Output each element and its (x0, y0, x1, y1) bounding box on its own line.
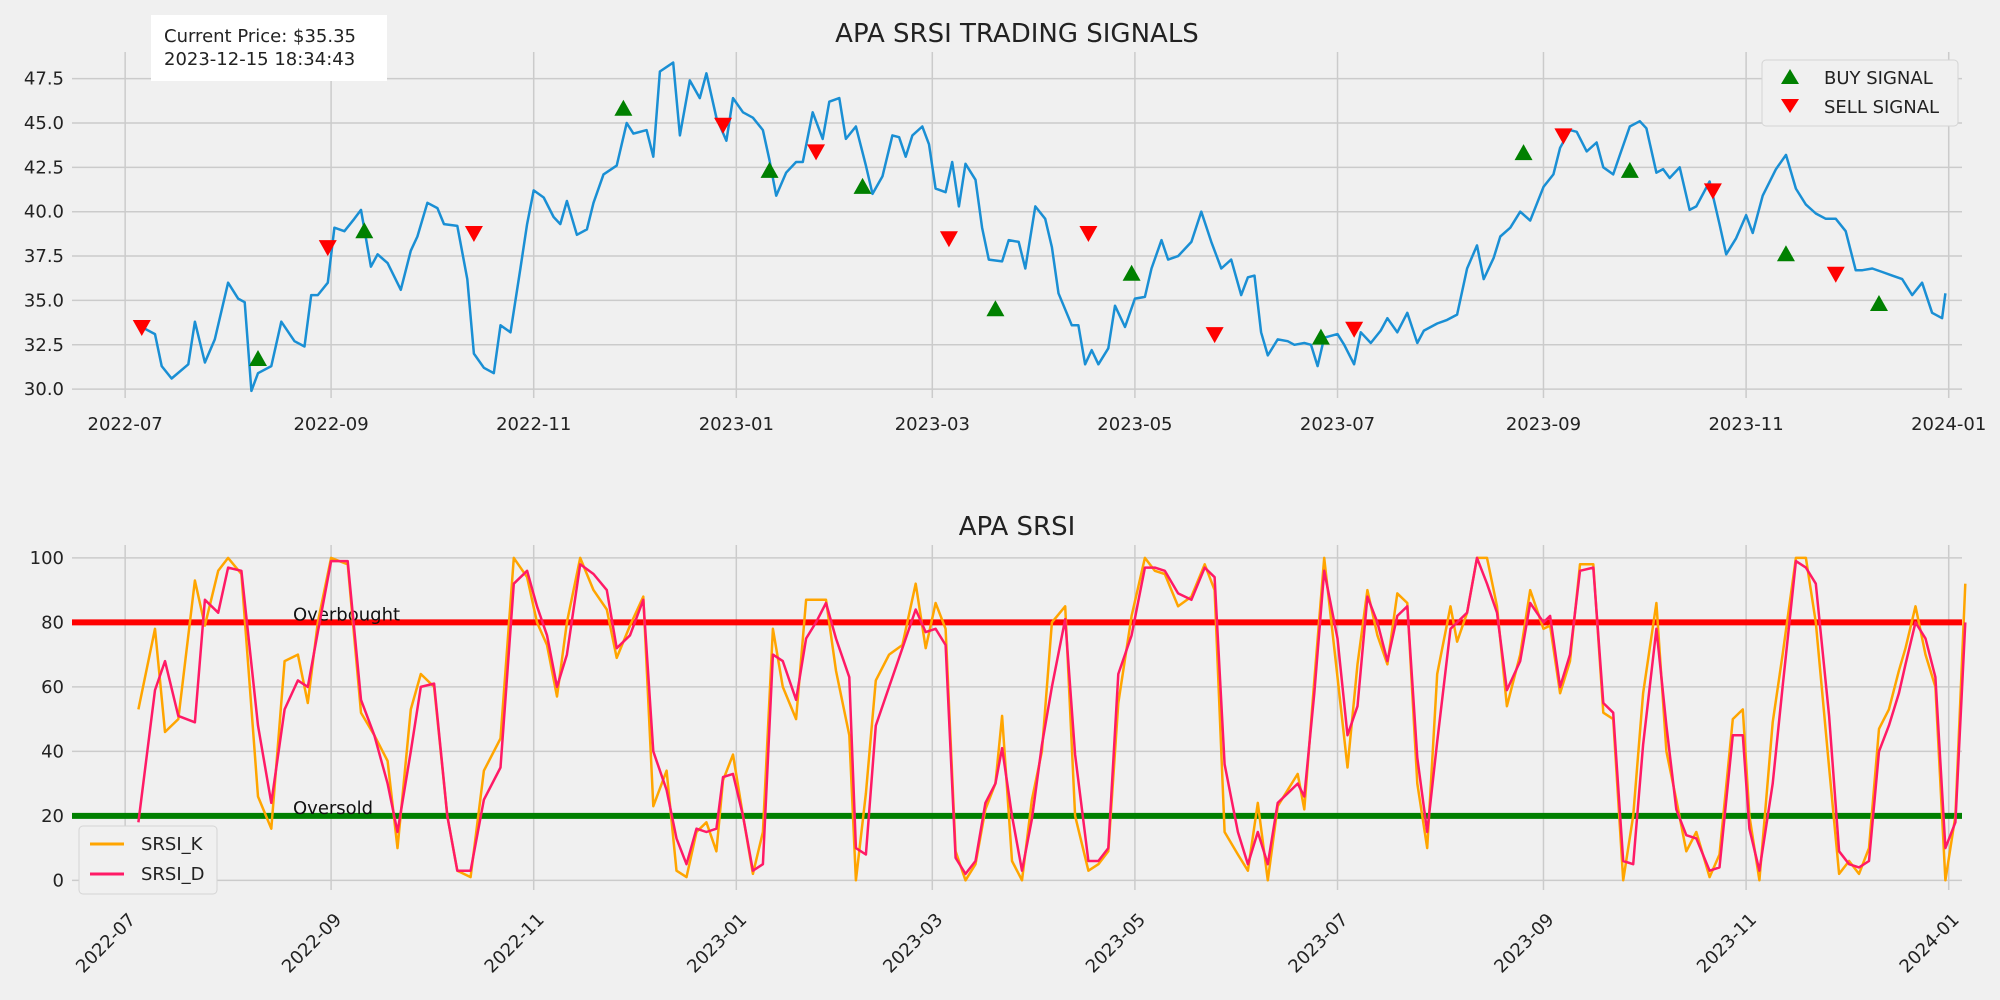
price-chart-title: APA SRSI TRADING SIGNALS (835, 19, 1199, 49)
buy-signal-marker (1776, 245, 1795, 262)
price-grid (72, 52, 1962, 398)
buy-signal-marker (614, 99, 633, 116)
buy-signal-marker (1311, 328, 1330, 345)
y-tick-label: 42.5 (24, 157, 64, 178)
buy-signal-marker (249, 349, 268, 366)
info-box: Current Price: $35.35 2023-12-15 18:34:4… (151, 15, 387, 81)
price-y-axis: 30.0 32.5 35.0 37.5 40.0 42.5 45.0 47.5 (24, 69, 64, 401)
x-tick-label: 2023-05 (1097, 414, 1172, 435)
srsi-legend: SRSI_K SRSI_D (78, 825, 218, 895)
y-tick-label: 20 (41, 806, 64, 827)
y-tick-label: 30.0 (24, 379, 64, 400)
price-x-axis: 2022-07 2022-09 2022-11 2023-01 2023-03 2023-… (88, 414, 1987, 435)
srsi-y-axis: 0 20 40 60 80 100 (30, 548, 64, 891)
oversold-label: Oversold (293, 798, 373, 819)
sell-signal-marker (1345, 321, 1364, 338)
y-tick-label: 45.0 (24, 113, 64, 134)
x-tick-label: 2024-01 (1911, 414, 1986, 435)
buy-signal-markers (249, 99, 1888, 366)
x-tick-label: 2023-07 (1300, 414, 1375, 435)
x-tick-label: 2022-07 (88, 414, 163, 435)
sell-signal-marker (1703, 183, 1722, 200)
price-panel: APA SRSI TRADING SIGNALS 2022-07 2022-09 2… (24, 15, 1986, 435)
srsi-k-line (137, 556, 1967, 882)
current-price-text: Current Price: $35.35 (164, 26, 356, 47)
sell-signal-marker (1079, 225, 1098, 242)
sell-signal-marker (1205, 327, 1224, 344)
sell-signal-marker (1554, 128, 1573, 145)
buy-signal-marker (1869, 294, 1888, 311)
sell-legend-marker (1781, 99, 1799, 113)
x-tick-label: 2022-11 (496, 414, 571, 435)
y-tick-label: 80 (41, 612, 64, 633)
srsi-k-legend-label: SRSI_K (141, 834, 204, 855)
buy-signal-marker (986, 300, 1005, 317)
buy-legend-marker (1781, 69, 1799, 84)
sell-signal-marker (318, 240, 337, 257)
sell-signal-marker (132, 320, 151, 337)
srsi-chart-title: APA SRSI (959, 512, 1076, 542)
sell-signal-marker (714, 117, 733, 134)
srsi-d-legend-label: SRSI_D (141, 864, 205, 885)
sell-signal-marker (1826, 266, 1845, 283)
srsi-d-line (137, 556, 1967, 876)
y-tick-label: 37.5 (24, 246, 64, 267)
buy-signal-marker (853, 177, 872, 194)
x-tick-label: 2023-03 (895, 414, 970, 435)
y-tick-label: 32.5 (24, 335, 64, 356)
x-tick-label: 2023-01 (699, 414, 774, 435)
buy-signal-marker (1122, 264, 1141, 281)
price-legend: BUY SIGNAL SELL SIGNAL (1761, 59, 1959, 127)
buy-signal-marker (1620, 161, 1639, 178)
x-tick-label: 2023-09 (1506, 414, 1581, 435)
price-series-line (137, 61, 1947, 393)
y-tick-label: 0 (53, 870, 64, 891)
x-tick-label: 2022-09 (293, 414, 368, 435)
y-tick-label: 100 (30, 548, 64, 569)
sell-signal-marker (939, 231, 958, 248)
sell-signal-marker (464, 225, 483, 242)
sell-signal-markers (132, 117, 1845, 344)
y-tick-label: 47.5 (24, 69, 64, 90)
buy-signal-marker (1514, 144, 1533, 161)
buy-legend-label: BUY SIGNAL (1824, 68, 1933, 89)
buy-signal-marker (355, 222, 374, 239)
y-tick-label: 40 (41, 741, 64, 762)
y-tick-label: 40.0 (24, 202, 64, 223)
sell-legend-label: SELL SIGNAL (1824, 97, 1939, 118)
x-tick-label: 2023-11 (1708, 414, 1783, 435)
sell-signal-marker (807, 144, 826, 161)
overbought-label: Overbought (293, 604, 400, 625)
buy-signal-marker (760, 161, 779, 178)
y-tick-label: 60 (41, 677, 64, 698)
timestamp-text: 2023-12-15 18:34:43 (164, 49, 355, 70)
y-tick-label: 35.0 (24, 290, 64, 311)
